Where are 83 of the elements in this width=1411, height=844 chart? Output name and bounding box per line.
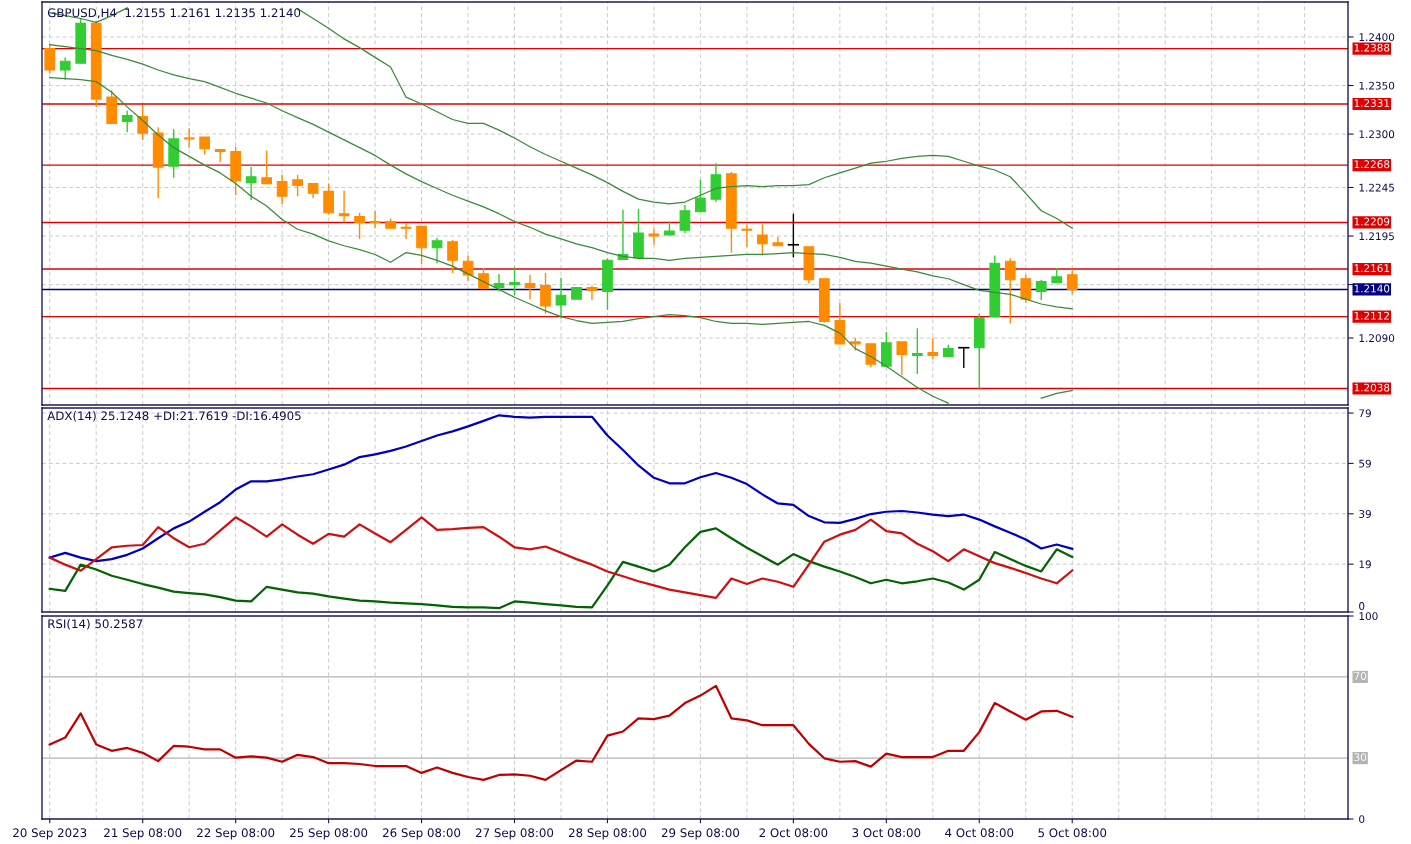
candlestick xyxy=(1035,279,1047,301)
ref-line-label: 1.2268 xyxy=(1354,160,1390,169)
y-tick-label: 1.2350 xyxy=(1359,81,1395,90)
candlestick xyxy=(183,127,195,149)
y-tick-label: 1.2090 xyxy=(1359,334,1395,343)
y-tick-label: 1.2400 xyxy=(1359,33,1395,42)
line-series xyxy=(48,684,1074,781)
candlestick xyxy=(679,204,691,234)
y-tick-label: 79 xyxy=(1359,409,1371,418)
candlestick xyxy=(1004,257,1016,325)
candlestick xyxy=(59,56,71,81)
x-tick-label: 2 Oct 08:00 xyxy=(759,828,828,838)
candlestick xyxy=(958,346,970,369)
y-tick-label: 0 xyxy=(1359,602,1365,610)
y-tick-label: 1.2300 xyxy=(1359,130,1395,139)
y-tick-label: 1.2195 xyxy=(1359,232,1394,241)
candlestick xyxy=(880,331,892,368)
y-tick-label: 39 xyxy=(1359,510,1371,518)
candlestick xyxy=(787,213,800,259)
x-tick-label: 5 Oct 08:00 xyxy=(1038,828,1107,838)
x-tick-label: 26 Sep 08:00 xyxy=(383,828,461,840)
candlestick xyxy=(44,43,56,75)
y-tick-label: 1.2245 xyxy=(1359,183,1394,192)
chart-title: RSI(14) 50.2587 xyxy=(48,619,143,630)
x-tick-label: 25 Sep 08:00 xyxy=(290,828,368,840)
candlestick xyxy=(911,327,923,375)
y-tick-label: 59 xyxy=(1359,459,1371,468)
candlestick xyxy=(431,237,443,264)
candlestick xyxy=(121,110,133,133)
ref-line-label: 30 xyxy=(1354,753,1367,762)
x-tick-label: 27 Sep 08:00 xyxy=(475,828,554,840)
candlestick xyxy=(695,179,706,213)
candlestick xyxy=(757,223,768,257)
x-tick-label: 22 Sep 08:00 xyxy=(197,828,275,840)
x-tick-label: 20 Sep 2023 xyxy=(13,828,87,840)
candlestick xyxy=(509,266,520,296)
y-tick-label: 0 xyxy=(1359,815,1365,824)
candlestick xyxy=(524,274,536,300)
line-series xyxy=(48,516,1074,600)
candlestick xyxy=(292,174,303,197)
candlestick xyxy=(648,227,660,246)
candlestick xyxy=(214,148,226,163)
candlestick xyxy=(1020,274,1032,304)
candlestick xyxy=(865,343,877,368)
ref-line-label: 1.2209 xyxy=(1354,217,1390,226)
candlestick xyxy=(586,284,598,301)
chart-title: GBPUSD,H4 1.2155 1.2161 1.2135 1.2140 xyxy=(47,8,301,19)
ref-line-label: 1.2331 xyxy=(1354,99,1390,107)
x-tick-label: 28 Sep 08:00 xyxy=(568,828,647,840)
ref-line-label: 1.2038 xyxy=(1354,383,1390,392)
x-tick-label: 3 Oct 08:00 xyxy=(852,828,921,838)
x-tick-label: 29 Sep 08:00 xyxy=(661,828,740,840)
candlestick xyxy=(261,149,272,185)
candlestick xyxy=(416,225,427,265)
ref-line-label: 1.2161 xyxy=(1354,264,1390,273)
candlestick xyxy=(276,174,288,205)
ref-line-label: 1.2140 xyxy=(1354,284,1390,293)
line-series xyxy=(49,44,1073,310)
ref-line-label: 70 xyxy=(1354,672,1367,680)
x-tick-label: 21 Sep 08:00 xyxy=(104,828,182,840)
candlestick xyxy=(338,189,350,224)
candlestick xyxy=(1066,268,1078,295)
candlestick xyxy=(896,341,908,376)
candlestick xyxy=(447,239,458,274)
chart-title: ADX(14) 25.1248 +DI:21.7619 -DI:16.4905 xyxy=(47,411,301,422)
candlestick xyxy=(927,337,939,361)
candlestick xyxy=(741,223,753,248)
candlestick xyxy=(555,277,567,320)
y-tick-label: 100 xyxy=(1359,612,1378,621)
y-tick-label: 19 xyxy=(1359,560,1371,569)
ref-line-label: 1.2388 xyxy=(1354,43,1390,52)
candlestick xyxy=(834,302,846,345)
candlestick xyxy=(540,272,551,315)
candlestick xyxy=(478,267,489,290)
line-series xyxy=(48,527,1074,610)
candlestick xyxy=(245,166,257,201)
candlestick xyxy=(369,210,381,229)
x-tick-label: 4 Oct 08:00 xyxy=(945,828,1014,838)
candlestick xyxy=(354,212,365,240)
candlestick xyxy=(400,222,412,240)
candlestick xyxy=(137,104,149,141)
ref-line-label: 1.2112 xyxy=(1354,311,1389,320)
candlestick xyxy=(323,182,334,216)
